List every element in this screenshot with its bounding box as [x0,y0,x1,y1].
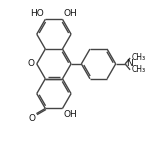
Text: CH₃: CH₃ [131,65,145,74]
Text: CH₃: CH₃ [131,53,145,62]
Text: N: N [126,59,133,68]
Text: O: O [28,114,35,124]
Text: HO: HO [30,9,44,18]
Text: OH: OH [64,110,78,119]
Text: OH: OH [64,9,78,18]
Text: O: O [28,59,35,68]
